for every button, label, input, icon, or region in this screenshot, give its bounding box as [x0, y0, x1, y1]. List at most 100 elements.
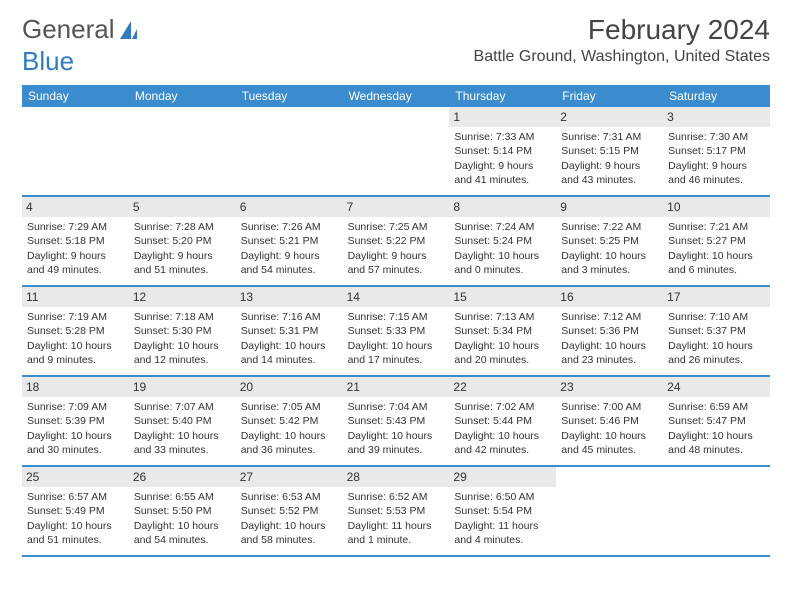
day-number: 20: [236, 377, 343, 397]
day-cell: 14Sunrise: 7:15 AMSunset: 5:33 PMDayligh…: [343, 287, 450, 375]
day-info-line: Daylight: 10 hours: [27, 429, 124, 443]
day-number: 15: [449, 287, 556, 307]
day-cell-empty: [556, 467, 663, 555]
day-of-week-cell: Tuesday: [236, 85, 343, 107]
day-info-line: and 3 minutes.: [561, 263, 658, 277]
day-cell: 11Sunrise: 7:19 AMSunset: 5:28 PMDayligh…: [22, 287, 129, 375]
day-info-line: Daylight: 11 hours: [454, 519, 551, 533]
day-info-line: Daylight: 10 hours: [348, 339, 445, 353]
week-row: 1Sunrise: 7:33 AMSunset: 5:14 PMDaylight…: [22, 107, 770, 197]
day-info-line: Sunset: 5:50 PM: [134, 504, 231, 518]
day-cell: 16Sunrise: 7:12 AMSunset: 5:36 PMDayligh…: [556, 287, 663, 375]
day-number: 29: [449, 467, 556, 487]
day-cell: 3Sunrise: 7:30 AMSunset: 5:17 PMDaylight…: [663, 107, 770, 195]
day-info-line: and 51 minutes.: [134, 263, 231, 277]
day-number: 3: [663, 107, 770, 127]
day-number: 11: [22, 287, 129, 307]
day-info-line: Sunset: 5:37 PM: [668, 324, 765, 338]
day-info-line: and 1 minute.: [348, 533, 445, 547]
day-number: 22: [449, 377, 556, 397]
day-info-line: Sunrise: 7:10 AM: [668, 310, 765, 324]
day-cell-empty: [343, 107, 450, 195]
day-info-line: Daylight: 10 hours: [454, 429, 551, 443]
day-info-line: and 30 minutes.: [27, 443, 124, 457]
day-of-week-cell: Wednesday: [343, 85, 450, 107]
day-of-week-cell: Sunday: [22, 85, 129, 107]
day-info-line: Daylight: 10 hours: [454, 249, 551, 263]
day-info-line: Daylight: 9 hours: [241, 249, 338, 263]
day-number: 26: [129, 467, 236, 487]
day-info-line: Sunset: 5:21 PM: [241, 234, 338, 248]
week-row: 4Sunrise: 7:29 AMSunset: 5:18 PMDaylight…: [22, 197, 770, 287]
day-info-line: and 42 minutes.: [454, 443, 551, 457]
day-number: 25: [22, 467, 129, 487]
day-cell: 5Sunrise: 7:28 AMSunset: 5:20 PMDaylight…: [129, 197, 236, 285]
day-number: 13: [236, 287, 343, 307]
logo-sail-icon: [119, 19, 139, 41]
day-info-line: Sunset: 5:46 PM: [561, 414, 658, 428]
day-info-line: Sunset: 5:47 PM: [668, 414, 765, 428]
day-info-line: Daylight: 10 hours: [241, 519, 338, 533]
day-cell: 22Sunrise: 7:02 AMSunset: 5:44 PMDayligh…: [449, 377, 556, 465]
day-info-line: Sunset: 5:18 PM: [27, 234, 124, 248]
day-cell: 21Sunrise: 7:04 AMSunset: 5:43 PMDayligh…: [343, 377, 450, 465]
day-info-line: and 57 minutes.: [348, 263, 445, 277]
day-info-line: Daylight: 10 hours: [241, 429, 338, 443]
day-info-line: Sunset: 5:20 PM: [134, 234, 231, 248]
day-info-line: Sunrise: 7:18 AM: [134, 310, 231, 324]
day-info-line: and 4 minutes.: [454, 533, 551, 547]
day-info-line: and 41 minutes.: [454, 173, 551, 187]
day-info-line: Sunrise: 7:13 AM: [454, 310, 551, 324]
day-info-line: Sunrise: 7:31 AM: [561, 130, 658, 144]
day-cell: 26Sunrise: 6:55 AMSunset: 5:50 PMDayligh…: [129, 467, 236, 555]
day-info-line: Sunset: 5:28 PM: [27, 324, 124, 338]
day-info-line: Sunrise: 7:33 AM: [454, 130, 551, 144]
day-cell-empty: [663, 467, 770, 555]
day-info-line: Sunrise: 6:59 AM: [668, 400, 765, 414]
day-info-line: Daylight: 10 hours: [134, 429, 231, 443]
day-of-week-cell: Friday: [556, 85, 663, 107]
day-info-line: and 9 minutes.: [27, 353, 124, 367]
day-cell: 18Sunrise: 7:09 AMSunset: 5:39 PMDayligh…: [22, 377, 129, 465]
day-info-line: Daylight: 9 hours: [27, 249, 124, 263]
day-info-line: and 33 minutes.: [134, 443, 231, 457]
day-info-line: and 0 minutes.: [454, 263, 551, 277]
day-info-line: and 54 minutes.: [241, 263, 338, 277]
day-info-line: Sunrise: 7:00 AM: [561, 400, 658, 414]
day-info-line: Daylight: 10 hours: [561, 249, 658, 263]
day-info-line: Daylight: 10 hours: [454, 339, 551, 353]
day-info-line: Daylight: 10 hours: [561, 429, 658, 443]
day-cell: 29Sunrise: 6:50 AMSunset: 5:54 PMDayligh…: [449, 467, 556, 555]
weeks-container: 1Sunrise: 7:33 AMSunset: 5:14 PMDaylight…: [22, 107, 770, 557]
calendar: SundayMondayTuesdayWednesdayThursdayFrid…: [22, 85, 770, 557]
day-cell: 10Sunrise: 7:21 AMSunset: 5:27 PMDayligh…: [663, 197, 770, 285]
day-info-line: Daylight: 9 hours: [454, 159, 551, 173]
day-info-line: Sunrise: 7:22 AM: [561, 220, 658, 234]
day-info-line: and 54 minutes.: [134, 533, 231, 547]
day-cell-empty: [129, 107, 236, 195]
day-info-line: and 23 minutes.: [561, 353, 658, 367]
day-info-line: and 51 minutes.: [27, 533, 124, 547]
day-info-line: Sunrise: 7:25 AM: [348, 220, 445, 234]
day-info-line: Sunrise: 7:30 AM: [668, 130, 765, 144]
day-info-line: Sunset: 5:42 PM: [241, 414, 338, 428]
day-info-line: Sunrise: 7:16 AM: [241, 310, 338, 324]
day-info-line: Sunset: 5:52 PM: [241, 504, 338, 518]
day-cell: 24Sunrise: 6:59 AMSunset: 5:47 PMDayligh…: [663, 377, 770, 465]
day-number: 18: [22, 377, 129, 397]
day-info-line: and 12 minutes.: [134, 353, 231, 367]
day-info-line: Sunset: 5:34 PM: [454, 324, 551, 338]
day-info-line: Sunset: 5:54 PM: [454, 504, 551, 518]
day-info-line: Daylight: 9 hours: [348, 249, 445, 263]
day-cell: 23Sunrise: 7:00 AMSunset: 5:46 PMDayligh…: [556, 377, 663, 465]
day-info-line: Sunset: 5:53 PM: [348, 504, 445, 518]
day-info-line: Sunrise: 6:55 AM: [134, 490, 231, 504]
day-info-line: Daylight: 10 hours: [134, 339, 231, 353]
day-info-line: Sunset: 5:40 PM: [134, 414, 231, 428]
day-info-line: and 17 minutes.: [348, 353, 445, 367]
day-cell: 27Sunrise: 6:53 AMSunset: 5:52 PMDayligh…: [236, 467, 343, 555]
day-info-line: Sunset: 5:43 PM: [348, 414, 445, 428]
day-info-line: and 20 minutes.: [454, 353, 551, 367]
week-row: 11Sunrise: 7:19 AMSunset: 5:28 PMDayligh…: [22, 287, 770, 377]
day-info-line: and 6 minutes.: [668, 263, 765, 277]
